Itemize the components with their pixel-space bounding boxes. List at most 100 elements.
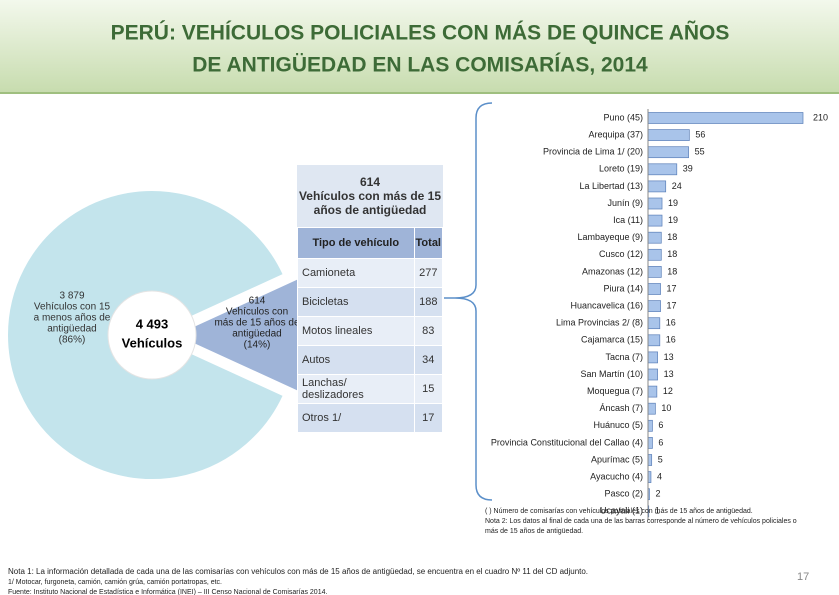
table-cell: Camioneta [297, 258, 415, 288]
vehicle-table: 614 Vehículos con más de 15 años de antigü… [297, 165, 444, 433]
bar-note: ( ) Número de comisarías con vehículos p… [485, 508, 753, 515]
bar [647, 266, 662, 278]
category-label: Piura (14) [603, 283, 643, 293]
category-label: Lambayeque (9) [577, 232, 643, 242]
footer-note: 1/ Motocar, furgoneta, camión, camión gr… [8, 579, 222, 586]
table-row: Autos 34 [297, 345, 444, 375]
category-label: Moquegua (7) [587, 386, 643, 396]
slice-value-label: 3 879 [59, 291, 84, 302]
bar [647, 214, 663, 227]
table-cell: 15 [413, 374, 444, 404]
table-cell: Autos [297, 345, 415, 375]
value-label: 13 [664, 352, 674, 362]
bar [647, 334, 661, 347]
page-number: 17 [797, 571, 809, 583]
bar [647, 248, 662, 261]
value-label: 17 [667, 300, 677, 310]
value-label: 5 [658, 454, 663, 464]
table-row: Camioneta 277 [297, 258, 444, 288]
value-label: 18 [667, 232, 677, 242]
slice-label: a menos años de [34, 313, 111, 324]
brace [454, 102, 493, 501]
bar [647, 283, 661, 295]
caption-line: 614 [359, 175, 381, 189]
table-row: Lanchas/ deslizadores 15 [297, 374, 444, 404]
category-label: La Libertad (13) [579, 181, 643, 191]
category-label: Huánuco (5) [593, 420, 643, 430]
slice-value-label: 614 [249, 296, 266, 307]
bar [647, 146, 689, 159]
header-row: Tipo de vehículo Total [297, 227, 444, 259]
value-label: 55 [695, 147, 705, 157]
table-cell: 188 [413, 287, 444, 317]
value-label: 6 [658, 420, 663, 430]
value-label: 17 [667, 283, 677, 293]
category-label: San Martín (10) [580, 369, 643, 379]
value-label: 39 [683, 164, 693, 174]
bar [647, 163, 678, 176]
category-label: Tacna (7) [605, 352, 643, 362]
table-cell: 83 [413, 316, 444, 346]
category-label: Ayacucho (4) [590, 471, 643, 481]
category-label: Arequipa (37) [588, 129, 643, 139]
table-cell: Motos lineales [297, 316, 415, 346]
value-label: 56 [695, 129, 705, 139]
value-label: 13 [664, 369, 674, 379]
table-cell: 277 [413, 258, 444, 288]
table-row: Otros 1/17 [297, 403, 444, 433]
value-label: 2 [655, 489, 660, 499]
column-header: Total [413, 227, 444, 259]
table-row: Bicicletas 188 [297, 287, 444, 317]
bar [647, 351, 658, 364]
value-label: 6 [658, 437, 663, 447]
center-label: Vehículos [122, 335, 183, 350]
category-label: Ica (11) [613, 215, 643, 225]
value-label: 18 [667, 266, 677, 276]
category-label: Puno (45) [603, 112, 643, 122]
caption-line: Vehículos con más de 15 [298, 189, 442, 203]
center-label: 4 493 [136, 316, 169, 331]
category-label: Cusco (12) [599, 249, 643, 259]
title-line: PERÚ: VEHÍCULOS POLICIALES CON MÁS DE QU… [111, 21, 730, 45]
donut-hole [107, 290, 197, 380]
slice-label: (14%) [244, 340, 271, 351]
slice-label: antigüedad [232, 329, 282, 340]
value-label: 19 [668, 215, 678, 225]
category-label: Huancavelica (16) [570, 300, 643, 310]
table-cell: Otros 1/ [297, 403, 415, 433]
footer-note: Fuente: Instituto Nacional de Estadístic… [8, 589, 327, 595]
bar [647, 437, 653, 449]
bar [647, 368, 658, 381]
bar [647, 231, 662, 244]
slice-label: antigüedad [47, 324, 97, 335]
bar [647, 454, 653, 466]
category-label: Ucayali (1) [600, 506, 643, 516]
category-label: Provincia de Lima 1/ (20) [543, 147, 643, 157]
table-cell: 17 [413, 403, 444, 433]
value-label: 19 [668, 198, 678, 208]
bar [647, 402, 656, 415]
bar-note: Nota 2: Los datos al final de cada una d… [485, 518, 797, 525]
bar [647, 112, 804, 124]
value-label: 16 [666, 318, 676, 328]
bar [647, 180, 667, 193]
bar [647, 385, 658, 398]
category-label: Lima Provincias 2/ (8) [556, 318, 643, 328]
category-label: Apurímac (5) [591, 454, 643, 464]
slice-label: (86%) [59, 335, 86, 346]
footer-note: Nota 1: La información detallada de cada… [8, 567, 588, 576]
category-label: Áncash (7) [599, 403, 643, 413]
value-label: 16 [666, 335, 676, 345]
slice-label: más de 15 años de [214, 318, 299, 329]
title-line: DE ANTIGÜEDAD EN LAS COMISARÍAS, 2014 [192, 54, 648, 77]
value-label: 1 [655, 506, 660, 516]
slice-label: Vehículos con 15 [34, 302, 111, 313]
column-header: Tipo de vehículo [297, 227, 415, 259]
category-label: Cajamarca (15) [581, 335, 643, 345]
table-cell: Lanchas/ deslizadores [297, 374, 415, 404]
table: Tipo de vehículo Total Camioneta 277 Bicicle… [297, 227, 444, 433]
slice-label: Vehículos con [226, 307, 288, 318]
bar [647, 419, 653, 432]
bar [647, 300, 661, 312]
